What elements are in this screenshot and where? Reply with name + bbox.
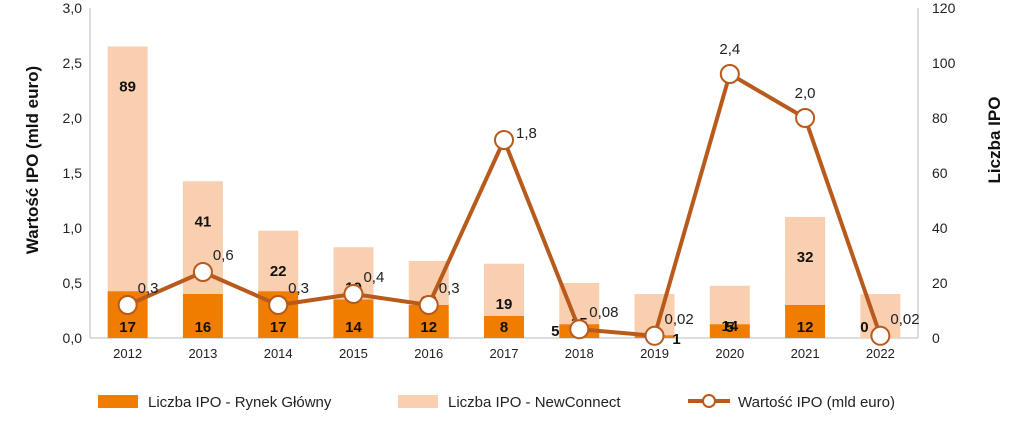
y2-axis-title: Liczba IPO [985,97,1004,184]
legend-label-newconnect: Liczba IPO - NewConnect [448,394,621,411]
legend-swatch-newconnect [398,395,438,408]
y-tick-label: 0,0 [63,330,83,346]
x-tick-label: 2022 [866,346,895,361]
bar-newconnect [559,283,600,325]
bars: 8941221916191515143216 [107,46,901,343]
y2-tick-label: 0 [932,330,940,346]
y-tick-label: 0,5 [63,275,83,291]
y2-tick-label: 20 [932,275,948,291]
bar-main [785,305,826,338]
bar-newconnect [709,285,750,325]
x-tick-label: 2019 [640,346,669,361]
bar-newconnect [107,46,148,292]
y-tick-label: 1,0 [63,220,83,236]
y-tick-label: 2,5 [63,55,83,71]
right-ticks: 0 20 40 60 80 100 120 [932,0,956,346]
value-label: 1,8 [516,125,537,142]
bar-label-newconnect: 22 [270,263,287,280]
value-point [795,108,816,128]
bar-label-main: 12 [420,319,437,336]
y2-tick-label: 60 [932,165,948,181]
value-point [494,130,514,150]
bar-label-main: 5 [726,319,734,336]
value-label: 0,3 [138,280,159,297]
line-layer: 17 16 17 14 12 8 5 1 5 12 0 0,3 0,6 0,3 0,4 0,3 1,8 0,08 0… [117,41,920,348]
legend-swatch-main [98,395,138,408]
bar-label-main: 1 [672,331,680,348]
y2-tick-label: 100 [932,55,956,71]
value-label: 0,3 [288,280,309,297]
value-label: 0,08 [589,304,618,321]
x-tick-label: 2021 [791,346,820,361]
bar-label-main: 12 [797,319,814,336]
bar-label-main: 16 [195,319,212,336]
y-tick-label: 2,0 [63,110,83,126]
left-ticks: 0,0 0,5 1,0 1,5 2,0 2,5 3,0 [63,0,83,346]
x-tick-label: 2020 [715,346,744,361]
bar-label-main: 8 [500,319,508,336]
x-tick-label: 2018 [565,346,594,361]
bar-label-newconnect: 89 [119,79,136,96]
x-tick-label: 2017 [490,346,519,361]
x-tick-label: 2016 [414,346,443,361]
bar-label-main: 17 [119,319,136,336]
bar-main [333,299,374,338]
value-point [569,319,590,340]
x-tick-label: 2015 [339,346,368,361]
legend-label-main: Liczba IPO - Rynek Główny [148,394,332,411]
bar-main [182,294,223,338]
y2-tick-label: 40 [932,220,948,236]
value-label: 0,3 [439,280,460,297]
value-label: 2,4 [719,41,740,58]
value-label: 0,02 [890,311,919,328]
bar-label-newconnect: 32 [797,249,814,266]
bar-newconnect [785,217,826,305]
value-point [117,295,138,315]
bar-newconnect [484,263,524,316]
value-label: 0,4 [363,269,384,286]
y-tick-label: 1,5 [63,165,83,181]
bar-main [709,324,750,338]
value-point [268,295,289,315]
value-point [719,64,740,84]
bar-label-newconnect: 14 [721,318,738,335]
value-point [870,325,891,346]
bar-label-main: 17 [270,319,287,336]
y2-tick-label: 120 [932,0,956,16]
x-tick-label: 2013 [188,346,217,361]
x-tick-label: 2014 [264,346,293,361]
y-axis-title: Wartość IPO (mld euro) [23,66,42,254]
bar-label-main: 0 [860,319,868,336]
value-point [418,295,439,315]
value-point [644,325,665,346]
value-label: 0,6 [213,247,234,264]
bar-label-main: 14 [345,319,362,336]
legend-label-value: Wartość IPO (mld euro) [738,394,895,411]
value-label: 2,0 [795,85,816,102]
bar-label-main: 5 [551,323,559,340]
bar-newconnect [258,230,299,292]
value-point [192,262,213,282]
value-label: 0,02 [665,311,694,328]
y-tick-label: 3,0 [63,0,83,16]
value-point [343,284,364,304]
bar-label-newconnect: 41 [195,213,212,230]
legend: Liczba IPO - Rynek Główny Liczba IPO - N… [98,394,895,411]
x-ticks: 2012 2013 2014 2015 2016 2017 2018 2019 2020 2021… [113,346,895,361]
y2-tick-label: 80 [932,110,948,126]
bar-main [484,316,524,338]
x-tick-label: 2012 [113,346,142,361]
bar-label-newconnect: 19 [496,296,513,313]
legend-marker-value [702,394,716,408]
